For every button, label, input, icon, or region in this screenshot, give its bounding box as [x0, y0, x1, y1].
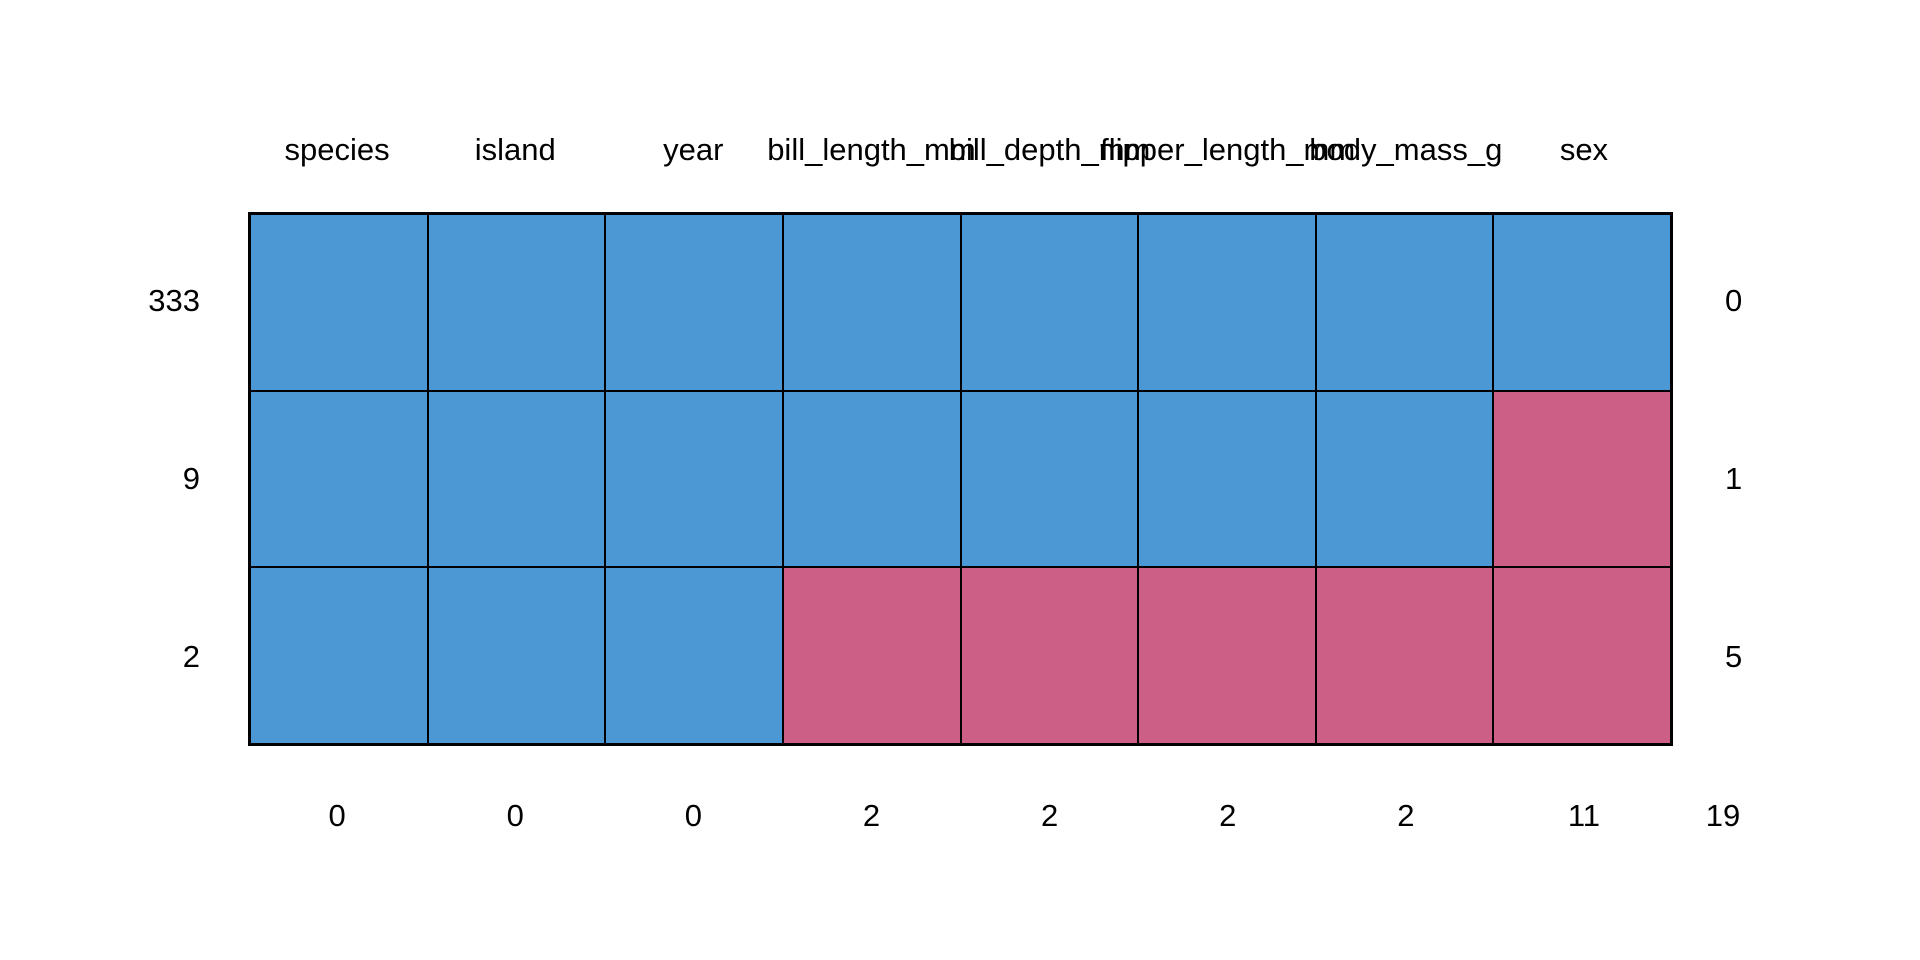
cell-body_mass_g-pattern-1-observed	[1315, 214, 1494, 391]
cell-species-pattern-1-observed	[250, 214, 428, 391]
cell-species-pattern-2-observed	[250, 390, 428, 568]
pattern-row-missing-2: 1	[1725, 461, 1743, 496]
cell-bill_depth_mm-pattern-1-observed	[960, 214, 1139, 391]
pattern-row-missing-3: 5	[1725, 639, 1743, 674]
cell-flipper_length_mm-pattern-3-missing	[1138, 567, 1316, 744]
cell-bill_depth_mm-pattern-3-missing	[960, 567, 1139, 744]
column-missing-count-sex: 11	[1567, 798, 1601, 833]
column-missing-count-body_mass_g: 2	[1397, 798, 1415, 833]
column-missing-count-year: 0	[684, 798, 702, 833]
pattern-row-count-3: 2	[182, 639, 200, 674]
column-missing-count-species: 0	[328, 798, 346, 833]
pattern-row-count-2: 9	[182, 461, 200, 496]
cell-island-pattern-3-observed	[427, 567, 606, 744]
column-header-species: species	[284, 132, 390, 167]
cell-body_mass_g-pattern-3-missing	[1315, 567, 1494, 744]
column-missing-count-flipper_length_mm: 2	[1219, 798, 1237, 833]
column-missing-count-bill_depth_mm: 2	[1040, 798, 1059, 833]
column-header-sex: sex	[1559, 132, 1609, 167]
cell-bill_length_mm-pattern-2-observed	[782, 390, 961, 568]
pattern-grid	[248, 212, 1673, 746]
column-header-flipper_length_mm: flipper_length_mm	[1100, 132, 1356, 167]
cell-island-pattern-2-observed	[427, 390, 606, 568]
cell-island-pattern-1-observed	[427, 214, 606, 391]
cell-year-pattern-1-observed	[605, 214, 783, 391]
column-header-body_mass_g: body_mass_g	[1309, 132, 1503, 167]
cell-year-pattern-3-observed	[605, 567, 783, 744]
cell-bill_depth_mm-pattern-2-observed	[960, 390, 1139, 568]
cell-year-pattern-2-observed	[605, 390, 783, 568]
total-missing-label: 19	[1705, 798, 1741, 833]
column-header-bill_length_mm: bill_length_mm	[767, 132, 976, 167]
cell-sex-pattern-2-missing	[1493, 390, 1671, 568]
cell-sex-pattern-1-observed	[1493, 214, 1671, 391]
cell-body_mass_g-pattern-2-observed	[1315, 390, 1494, 568]
column-header-bill_depth_mm: bill_depth_mm	[948, 132, 1151, 167]
cell-bill_length_mm-pattern-1-observed	[782, 214, 961, 391]
cell-bill_length_mm-pattern-3-missing	[782, 567, 961, 744]
cell-flipper_length_mm-pattern-2-observed	[1138, 390, 1316, 568]
column-missing-count-bill_length_mm: 2	[862, 798, 881, 833]
pattern-row-count-1: 333	[148, 283, 200, 318]
cell-flipper_length_mm-pattern-1-observed	[1138, 214, 1316, 391]
pattern-row-missing-1: 0	[1725, 283, 1743, 318]
column-missing-count-island: 0	[506, 798, 524, 833]
column-header-island: island	[474, 132, 556, 167]
cell-sex-pattern-3-missing	[1493, 567, 1671, 744]
column-header-year: year	[663, 132, 724, 167]
cell-species-pattern-3-observed	[250, 567, 428, 744]
